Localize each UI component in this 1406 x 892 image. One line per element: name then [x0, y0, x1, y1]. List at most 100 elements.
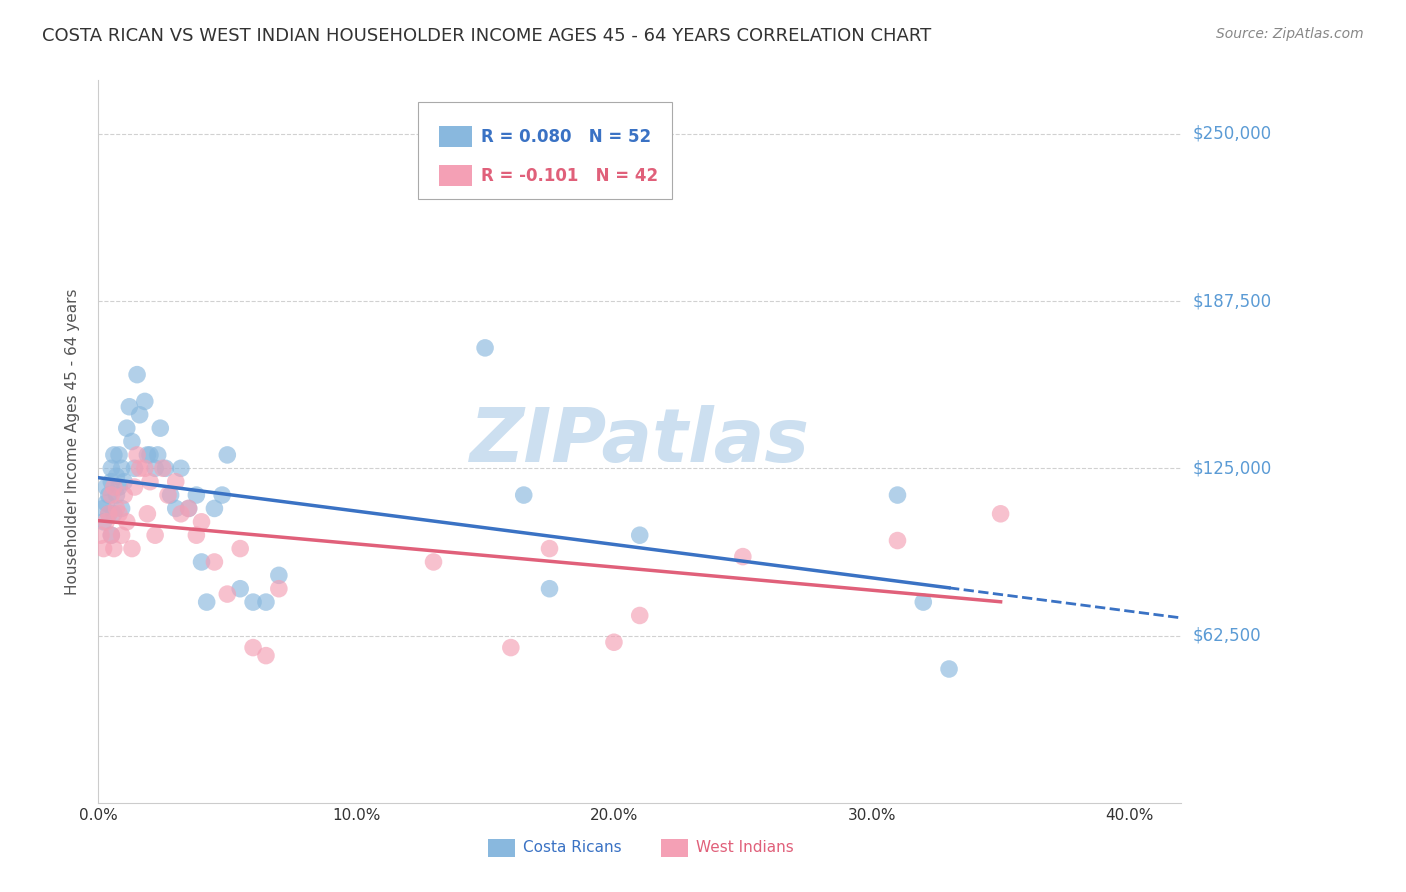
Point [499, 640, 522, 655]
Point [105, 469, 128, 483]
Point [127, 368, 149, 382]
Point [186, 528, 208, 542]
Point [628, 528, 651, 542]
Point [108, 448, 131, 462]
Point [938, 662, 960, 676]
Point [170, 507, 193, 521]
Point [143, 461, 166, 475]
Point [513, 488, 536, 502]
Point [217, 448, 239, 462]
Point [121, 541, 143, 556]
Point [100, 475, 122, 489]
Point [112, 488, 135, 502]
Point [124, 461, 146, 475]
Text: COSTA RICAN VS WEST INDIAN HOUSEHOLDER INCOME AGES 45 - 64 YEARS CORRELATION CHA: COSTA RICAN VS WEST INDIAN HOUSEHOLDER I… [42, 27, 931, 45]
Point [128, 461, 150, 475]
Point [474, 341, 496, 355]
Point [603, 635, 626, 649]
Point [108, 480, 131, 494]
Point [96, 480, 118, 494]
Point [100, 488, 122, 502]
Point [143, 528, 166, 542]
FancyBboxPatch shape [661, 838, 689, 857]
Point [124, 480, 146, 494]
Point [217, 587, 239, 601]
Point [97, 507, 120, 521]
Point [229, 582, 252, 596]
Point [93, 501, 115, 516]
Point [115, 515, 138, 529]
FancyBboxPatch shape [440, 126, 472, 147]
Point [136, 507, 159, 521]
Point [242, 595, 264, 609]
FancyBboxPatch shape [440, 165, 472, 186]
Text: $187,500: $187,500 [1192, 292, 1271, 310]
Point [111, 461, 132, 475]
Point [100, 528, 122, 542]
Point [103, 480, 125, 494]
Point [152, 461, 174, 475]
FancyBboxPatch shape [488, 838, 515, 857]
Point [204, 555, 226, 569]
Point [254, 648, 277, 663]
Point [886, 533, 908, 548]
Point [100, 461, 122, 475]
Point [165, 501, 187, 516]
Text: $62,500: $62,500 [1192, 626, 1261, 645]
Point [267, 568, 290, 582]
Point [195, 595, 218, 609]
Point [134, 394, 156, 409]
Point [146, 448, 169, 462]
Point [229, 541, 252, 556]
Point [103, 448, 125, 462]
Text: R = -0.101   N = 42: R = -0.101 N = 42 [481, 167, 658, 185]
Point [538, 582, 561, 596]
Point [170, 461, 193, 475]
Point [211, 488, 233, 502]
Point [127, 448, 149, 462]
Point [108, 507, 131, 521]
Text: $250,000: $250,000 [1192, 125, 1271, 143]
Point [93, 515, 115, 529]
Text: Source: ZipAtlas.com: Source: ZipAtlas.com [1216, 27, 1364, 41]
Point [118, 400, 141, 414]
Point [190, 555, 212, 569]
Point [157, 488, 180, 502]
Point [628, 608, 651, 623]
Point [204, 501, 226, 516]
Point [134, 461, 156, 475]
Point [111, 528, 132, 542]
Point [128, 408, 150, 422]
Point [136, 448, 159, 462]
Point [538, 541, 561, 556]
Point [139, 448, 162, 462]
Point [112, 475, 135, 489]
Point [105, 488, 128, 502]
Text: Costa Ricans: Costa Ricans [523, 840, 621, 855]
Point [103, 541, 125, 556]
Point [990, 507, 1012, 521]
Text: $125,000: $125,000 [1192, 459, 1271, 477]
Point [103, 507, 125, 521]
Point [731, 549, 754, 564]
Point [177, 501, 200, 516]
Point [111, 501, 132, 516]
Point [105, 501, 128, 516]
Point [177, 501, 200, 516]
Point [155, 461, 177, 475]
Point [115, 421, 138, 435]
Point [886, 488, 908, 502]
Point [159, 488, 181, 502]
Point [190, 515, 212, 529]
Text: R = 0.080   N = 52: R = 0.080 N = 52 [481, 128, 651, 145]
Point [267, 582, 290, 596]
Point [100, 528, 122, 542]
Text: ZIPatlas: ZIPatlas [470, 405, 810, 478]
Text: West Indians: West Indians [696, 840, 794, 855]
Point [422, 555, 444, 569]
Point [93, 541, 115, 556]
Point [96, 515, 118, 529]
Point [97, 488, 120, 502]
Point [121, 434, 143, 449]
Point [139, 475, 162, 489]
